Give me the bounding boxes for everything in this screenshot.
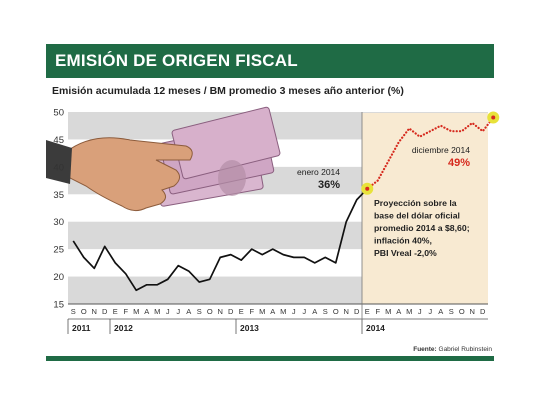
y-tick-label: 15 (53, 300, 64, 311)
infographic: EMISIÓN DE ORIGEN FISCAL Emisión acumula… (46, 44, 494, 362)
x-tick-label: S (197, 307, 202, 316)
x-tick-label: A (396, 307, 401, 316)
x-tick-label: M (133, 307, 139, 316)
y-tick-label: 45 (53, 135, 64, 146)
x-tick-label: A (312, 307, 317, 316)
hand-holding-banknotes-illustration (46, 106, 281, 212)
y-tick-label: 25 (53, 245, 64, 256)
sleeve-shape (46, 140, 72, 184)
y-tick-label: 40 (53, 162, 64, 173)
title-banner: EMISIÓN DE ORIGEN FISCAL (46, 44, 494, 78)
x-tick-label: J (176, 307, 180, 316)
x-tick-label: M (154, 307, 160, 316)
projection-note-line: promedio 2014 a $8,60; (374, 223, 470, 233)
x-tick-label: S (71, 307, 76, 316)
y-tick-label: 20 (53, 272, 64, 283)
chart-subtitle: Emisión acumulada 12 meses / BM promedio… (52, 85, 404, 97)
series-line-actual (72, 188, 368, 292)
x-tick-label: O (207, 307, 213, 316)
x-tick-label: J (166, 307, 170, 316)
x-tick-label: D (480, 307, 486, 316)
bottom-bar (46, 356, 494, 361)
year-label: 2012 (114, 323, 133, 333)
series-line-projection (366, 116, 495, 190)
x-tick-label: A (144, 307, 149, 316)
source-name: Gabriel Rubinstein (438, 346, 492, 353)
x-tick-label: J (418, 307, 422, 316)
x-tick-label: N (344, 307, 349, 316)
x-tick-label: N (92, 307, 97, 316)
year-label: 2013 (240, 323, 259, 333)
x-tick-label: O (81, 307, 87, 316)
projection-note-line: PBI Vreal -2,0% (374, 248, 437, 258)
x-tick-label: J (302, 307, 306, 316)
x-tick-label: N (470, 307, 475, 316)
point-end (491, 115, 496, 120)
projection-note-line: base del dólar oficial (374, 211, 460, 221)
source-note: Fuente: Gabriel Rubinstein (413, 346, 492, 353)
x-tick-label: F (123, 307, 128, 316)
x-tick-label: M (280, 307, 286, 316)
x-tick-label: A (438, 307, 443, 316)
x-tick-label: O (459, 307, 465, 316)
x-tick-label: A (270, 307, 275, 316)
x-tick-label: S (323, 307, 328, 316)
y-tick-label: 30 (53, 217, 64, 228)
projection-area (362, 113, 488, 304)
year-label: 2014 (366, 323, 385, 333)
x-tick-label: J (292, 307, 296, 316)
x-tick-label: D (228, 307, 234, 316)
x-tick-label: O (333, 307, 339, 316)
x-tick-label: F (375, 307, 380, 316)
projection-note-line: Proyección sobre la (374, 198, 457, 208)
start-value-label: 36% (318, 179, 340, 191)
x-tick-label: E (239, 307, 244, 316)
x-tick-label: D (354, 307, 360, 316)
x-tick-label: D (102, 307, 108, 316)
x-tick-label: A (186, 307, 191, 316)
page-title: EMISIÓN DE ORIGEN FISCAL (55, 51, 298, 70)
x-tick-label: J (428, 307, 432, 316)
x-tick-label: S (449, 307, 454, 316)
year-label: 2011 (72, 323, 91, 333)
y-tick-label: 35 (53, 190, 64, 201)
projection-note-line: inflación 40%, (374, 236, 432, 246)
hand-shape (65, 137, 193, 212)
x-tick-label: E (113, 307, 118, 316)
end-value-label: 49% (448, 157, 470, 169)
source-prefix: Fuente: (413, 346, 437, 353)
x-tick-label: E (365, 307, 370, 316)
portrait-shape (218, 160, 246, 196)
start-date-label: enero 2014 (297, 167, 340, 177)
y-tick-label: 50 (53, 108, 64, 119)
x-tick-label: M (406, 307, 412, 316)
end-date-label: diciembre 2014 (412, 145, 470, 155)
x-tick-label: F (249, 307, 254, 316)
x-tick-label: M (385, 307, 391, 316)
point-start (365, 186, 370, 191)
x-tick-label: N (218, 307, 223, 316)
x-tick-label: M (259, 307, 265, 316)
